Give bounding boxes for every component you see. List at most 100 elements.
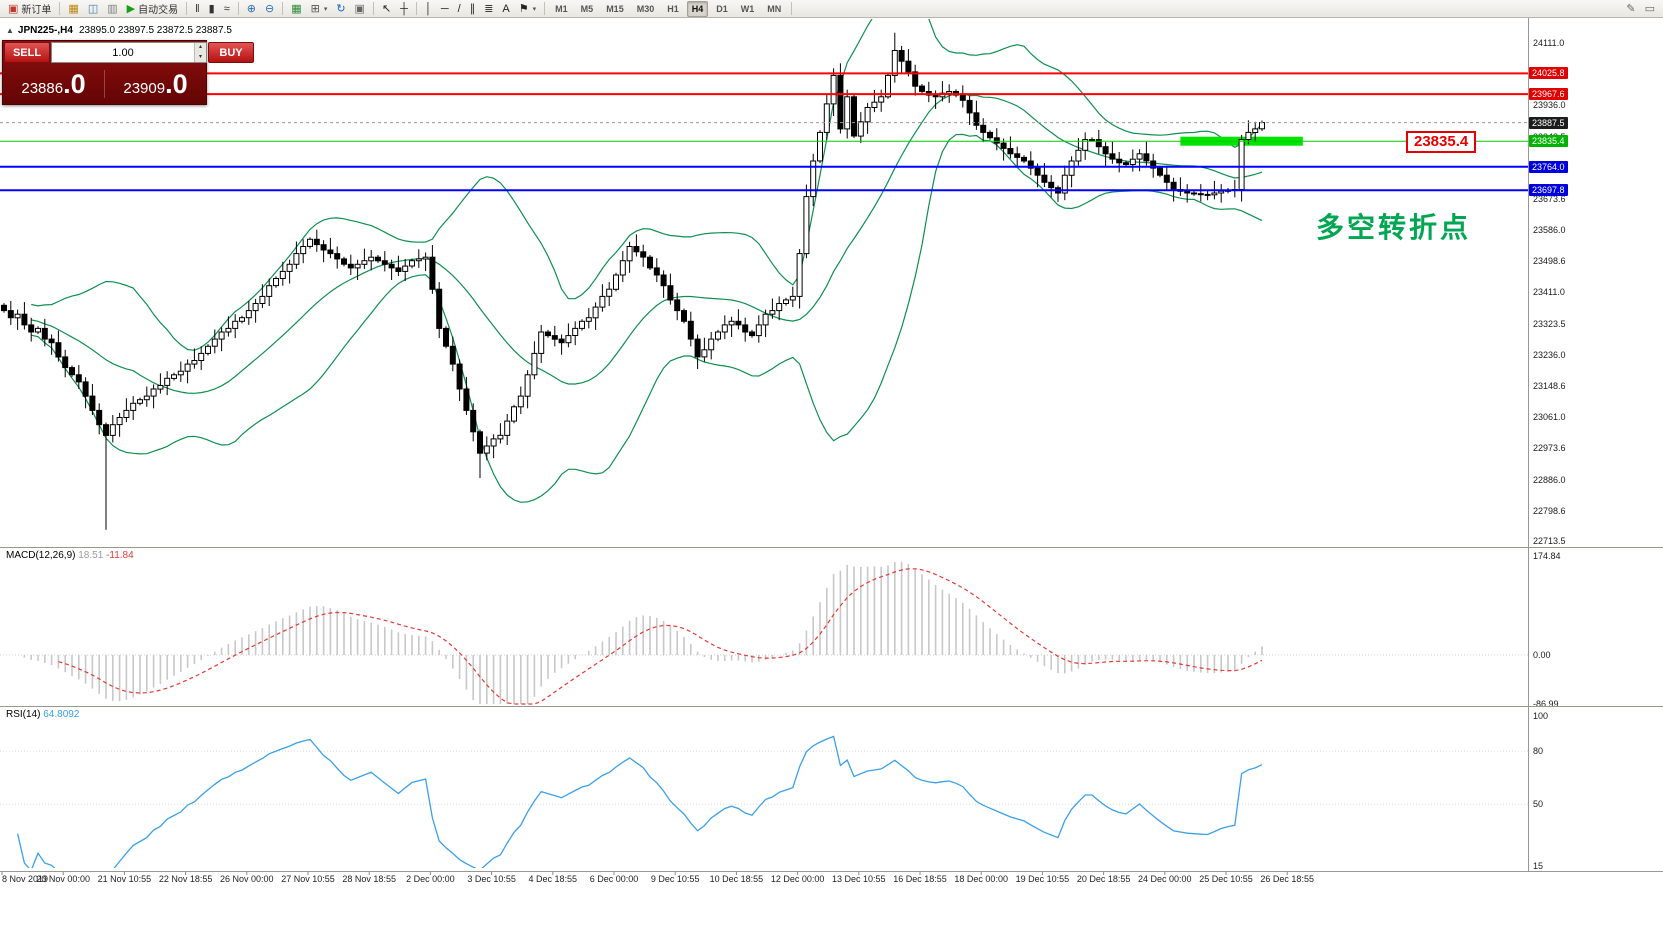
toolbar-separator — [544, 2, 546, 15]
snapshot-button[interactable]: ▣ — [351, 0, 369, 18]
horizontal-line-button[interactable]: ─ — [437, 0, 453, 18]
macd-main-value: 18.51 — [78, 550, 104, 561]
timeframe-h1-button[interactable]: H1 — [667, 3, 679, 14]
candlestick-chart-button[interactable]: ▮ — [205, 0, 219, 18]
time-axis-label: 19 Dec 10:55 — [1015, 874, 1070, 884]
channel-button[interactable]: ∥ — [466, 0, 480, 18]
time-axis-label: 18 Dec 00:00 — [954, 874, 1008, 884]
bars-chart-button[interactable]: ‖ — [191, 0, 204, 18]
buy-button[interactable]: BUY — [208, 42, 254, 63]
time-axis-label: 3 Dec 10:55 — [467, 874, 516, 884]
sell-button[interactable]: SELL — [4, 42, 50, 63]
timeframe-h4-button[interactable]: H4 — [686, 0, 709, 17]
time-axis-label: 24 Dec 00:00 — [1138, 874, 1192, 884]
sell-price[interactable]: 23886.0 — [3, 69, 104, 100]
rsi-axis-label: 50 — [1533, 799, 1544, 809]
one-click-trading-panel: SELL ▴ ▾ BUY 23886.0 23909.0 — [2, 40, 254, 105]
line-chart-icon: ≈ — [223, 2, 230, 15]
macd-header: MACD(12,26,9) 18.51 -11.84 — [6, 550, 134, 561]
channel-icon: ∥ — [469, 2, 476, 15]
volume-input[interactable] — [52, 43, 194, 62]
vertical-line-button[interactable]: │ — [421, 0, 436, 18]
time-axis-label: 2 Dec 00:00 — [406, 874, 455, 884]
buy-price-main: 23909 — [123, 79, 166, 97]
data-window-button[interactable]: ▥ — [103, 0, 121, 18]
auto-trading-icon: ▶ — [126, 2, 136, 15]
price-axis-label: 23498.6 — [1533, 256, 1566, 266]
price-axis-label: 23673.6 — [1533, 194, 1566, 204]
timeframe-w1-button[interactable]: W1 — [740, 3, 755, 14]
time-axis-label: 26 Dec 18:55 — [1260, 874, 1314, 884]
time-axis-label: 4 Dec 18:55 — [528, 874, 578, 884]
buy-price[interactable]: 23909.0 — [105, 69, 206, 100]
arrows-icon: ⚑ — [518, 2, 529, 15]
time-axis-label: 22 Nov 18:55 — [158, 874, 213, 884]
price-line-badge: 23697.8 — [1529, 184, 1568, 196]
trendline-icon: / — [457, 2, 461, 15]
new-order-icon: ▣ — [8, 2, 19, 15]
fibonacci-button[interactable]: ≣ — [480, 0, 497, 18]
tile-windows-button[interactable]: ▦ — [287, 0, 305, 18]
new-chart-button[interactable]: ⊞ ▾ — [307, 0, 332, 18]
price-line-badge: 23967.6 — [1529, 88, 1568, 100]
profiles-button[interactable]: ◫ — [84, 0, 102, 18]
time-axis-label: 8 Nov 2019 — [2, 874, 49, 884]
docking-icon: ▭ — [1644, 2, 1655, 15]
new-chart-icon: ⊞ — [310, 2, 320, 15]
timeframe-m15-button[interactable]: M15 — [606, 3, 624, 14]
panel-separator[interactable] — [0, 547, 1663, 548]
buy-price-frac: .0 — [165, 68, 188, 99]
macd-signal-value: -11.84 — [106, 550, 134, 561]
chart-window-button[interactable]: ▦ — [64, 0, 82, 18]
time-axis[interactable]: 8 Nov 2019 20 Nov 00:00 21 Nov 10:55 22 Nov… — [0, 872, 1663, 889]
fibonacci-icon: ≣ — [484, 2, 494, 15]
auto-trading-button[interactable]: ▶ 自动交易 — [123, 0, 182, 18]
price-line-badge: 24025.8 — [1529, 67, 1568, 79]
volume-increase-button[interactable]: ▴ — [195, 43, 206, 53]
panel-separator[interactable] — [0, 706, 1663, 707]
zoom-in-button[interactable]: ⊕ — [243, 0, 260, 18]
macd-axis-label: 0.00 — [1533, 650, 1551, 660]
line-chart-button[interactable]: ≈ — [220, 0, 234, 18]
crosshair-button[interactable]: ┼ — [396, 0, 412, 18]
timeframe-m1-button[interactable]: M1 — [555, 3, 568, 14]
arrows-button-caret[interactable]: ▾ — [532, 5, 537, 13]
new-order-button[interactable]: ▣ 新订单 — [4, 0, 55, 18]
snapshot-icon: ▣ — [354, 2, 365, 15]
rsi-label: RSI(14) — [6, 709, 41, 720]
price-axis-label: 24111.0 — [1533, 38, 1565, 48]
vertical-line-icon: │ — [424, 2, 432, 15]
refresh-button[interactable]: ↻ — [332, 0, 349, 18]
toolbar-separator — [59, 2, 61, 15]
trendline-button[interactable]: / — [454, 0, 465, 18]
data-window-icon: ▥ — [107, 2, 118, 15]
text-button[interactable]: A — [498, 0, 513, 18]
volume-field: ▴ ▾ — [51, 42, 207, 63]
time-axis-label: 25 Dec 10:55 — [1199, 874, 1253, 884]
zoom-out-button[interactable]: ⊖ — [261, 0, 278, 18]
collapse-panel-icon[interactable]: ▲ — [6, 26, 14, 35]
timeframe-m30-button[interactable]: M30 — [636, 3, 655, 14]
zoom-in-icon: ⊕ — [246, 2, 256, 15]
price-line-badge: 23835.4 — [1529, 135, 1568, 147]
timeframe-m5-button[interactable]: M5 — [580, 3, 594, 14]
price-axis-label: 23586.0 — [1533, 225, 1566, 235]
price-level-flag[interactable]: 23835.4 — [1406, 131, 1477, 153]
sell-price-main: 23886 — [21, 79, 64, 97]
timeframe-d1-button[interactable]: D1 — [716, 3, 728, 14]
arrows-button[interactable]: ⚑ ▾ — [515, 0, 540, 18]
new-chart-button-caret[interactable]: ▾ — [323, 5, 328, 13]
price-axis-label: 23236.0 — [1533, 350, 1566, 360]
chart-window-icon: ▦ — [68, 2, 79, 15]
pencil-button[interactable]: ✎ — [1622, 0, 1639, 18]
cursor-button[interactable]: ↖ — [378, 0, 395, 18]
price-axis[interactable]: 24111.024023.523936.023848.523761.023673… — [1528, 0, 1662, 890]
text-icon: A — [502, 2, 510, 15]
toolbar-separator — [415, 2, 417, 15]
volume-decrease-button[interactable]: ▾ — [195, 52, 206, 62]
docking-button[interactable]: ▭ — [1641, 0, 1659, 18]
price-divider — [104, 70, 105, 98]
timeframe-mn-button[interactable]: MN — [767, 3, 782, 14]
